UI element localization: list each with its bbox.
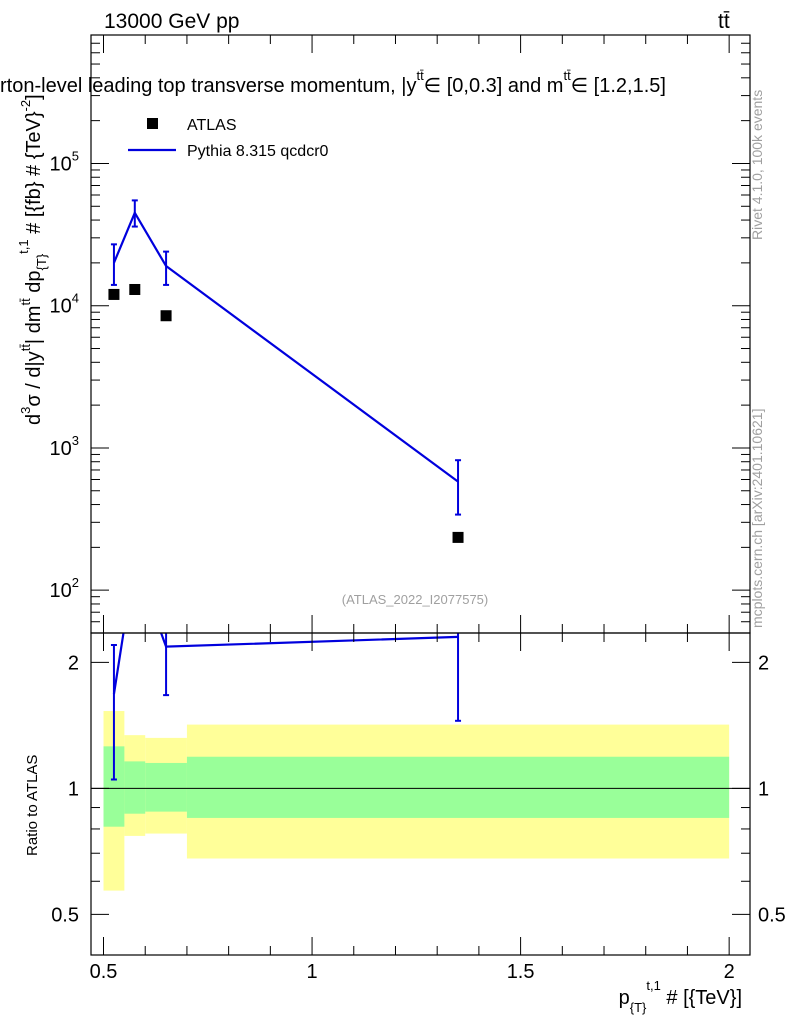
- legend: ATLAS Pythia 8.315 qcdcr0: [128, 117, 329, 160]
- legend-atlas-marker: [147, 118, 158, 129]
- plot-title-cont-2: ∈ [1.2,1.5]: [571, 75, 666, 97]
- main-y-tick-label: 103: [50, 433, 79, 460]
- plot-title: rton-level leading top transverse moment…: [0, 68, 666, 97]
- ratio-stat-uncertainty-band: [186, 756, 730, 818]
- main-y-axis-label: d3σ / d|ytt̄| dmtt̄ dp{T}t,1 # [{fb} # {…: [16, 94, 49, 425]
- process-label: tt̄: [718, 10, 730, 33]
- main-y-tick-label: 105: [50, 148, 79, 175]
- x-tick-label: 2: [724, 961, 735, 983]
- plot-title-sup-1: tt̄: [417, 68, 425, 83]
- ratio-y-tick-label-right: 0.5: [758, 904, 786, 926]
- analysis-watermark: (ATLAS_2022_I2077575): [342, 592, 488, 607]
- ratio-y-tick-label-left: 1: [68, 778, 79, 800]
- plot-title-sup-2: tt̄: [563, 68, 571, 83]
- atlas-data-point: [129, 283, 141, 295]
- ratio-plot-frame: [90, 632, 751, 956]
- ratio-stat-uncertainty-band: [124, 761, 146, 814]
- rivet-version-label: Rivet 4.1.0, 100k events: [749, 90, 765, 240]
- x-tick-label: 1.5: [507, 961, 535, 983]
- mcplots-label: mcplots.cern.ch [arXiv:2401.10621]: [749, 409, 765, 628]
- ratio-y-tick-label-right: 2: [758, 652, 769, 674]
- plot-title-start: rton-level leading top transverse moment…: [0, 75, 417, 97]
- ratio-plot: 0.5 1 1.5 2 0.5 0.5 1 1 2 2 Ratio to ATLAS: [24, 632, 786, 983]
- plot-title-cont-1: ∈ [0,0.3] and m: [424, 75, 564, 97]
- main-plot: 102 103 104 105 rton-level leading top tran…: [0, 34, 751, 634]
- pythia-line: [112, 210, 459, 483]
- ratio-stat-uncertainty-band: [103, 746, 125, 827]
- ratio-y-axis-label: Ratio to ATLAS: [24, 755, 41, 856]
- main-y-tick-label: 102: [50, 575, 79, 602]
- ratio-y-tick-label-left: 2: [68, 652, 79, 674]
- atlas-data-point: [108, 288, 120, 300]
- x-axis-label: p{T}t,1 # [{TeV}]: [619, 978, 742, 1015]
- x-tick-label: 0.5: [90, 961, 118, 983]
- ratio-stat-uncertainty-band: [145, 762, 187, 812]
- atlas-data-point: [452, 531, 464, 543]
- ratio-y-tick-label-right: 1: [758, 778, 769, 800]
- main-y-tick-label: 104: [50, 291, 79, 318]
- energy-label: 13000 GeV pp: [104, 10, 239, 33]
- atlas-data-point: [160, 310, 172, 322]
- legend-atlas-label: ATLAS: [187, 117, 237, 134]
- legend-pythia-label: Pythia 8.315 qcdcr0: [187, 143, 329, 160]
- ratio-y-tick-label-left: 0.5: [51, 904, 79, 926]
- x-tick-label: 1: [306, 961, 317, 983]
